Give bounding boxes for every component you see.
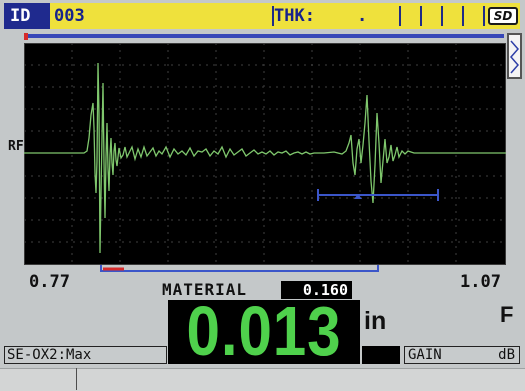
thk-label: THK:	[274, 6, 315, 26]
status-divider	[399, 6, 401, 26]
mode-flag: F	[500, 302, 514, 327]
zigzag-icon	[510, 40, 519, 74]
thk-value: .	[357, 6, 368, 26]
gain-unit: dB	[498, 347, 515, 363]
transducer-field[interactable]: SE-OX2:Max	[4, 346, 167, 364]
waveform-grid	[24, 43, 506, 265]
status-indicator-cell	[362, 346, 400, 364]
sd-card-icon: SD	[488, 7, 518, 25]
status-bar	[4, 3, 520, 29]
detection-gate[interactable]	[317, 189, 439, 201]
id-label: ID	[4, 3, 50, 29]
scale-end-value: 1.07	[460, 272, 501, 292]
waveform-freeze-icon[interactable]	[507, 33, 522, 79]
softkey-bar	[0, 368, 525, 391]
unit-label: in	[364, 307, 387, 335]
status-divider	[462, 6, 464, 26]
gain-label: GAIN	[408, 347, 442, 363]
rf-label: RF	[8, 139, 24, 154]
material-label: MATERIAL	[162, 280, 248, 299]
range-start-marker	[24, 33, 28, 40]
softkey-divider	[76, 368, 77, 390]
reading-display	[168, 300, 360, 364]
status-divider	[483, 6, 485, 26]
thickness-reading: 0.013	[186, 292, 342, 370]
rf-waveform-trace	[24, 62, 506, 254]
status-divider	[441, 6, 443, 26]
status-divider	[272, 6, 274, 26]
material-value[interactable]: 0.160	[281, 281, 352, 299]
id-value[interactable]: 003	[54, 6, 85, 26]
waveform-plot	[24, 43, 506, 265]
echo-window-indicator	[100, 265, 379, 272]
gain-field[interactable]: GAIN dB	[404, 346, 520, 364]
status-divider	[420, 6, 422, 26]
scale-start-value: 0.77	[29, 272, 70, 292]
range-bar	[24, 34, 504, 38]
